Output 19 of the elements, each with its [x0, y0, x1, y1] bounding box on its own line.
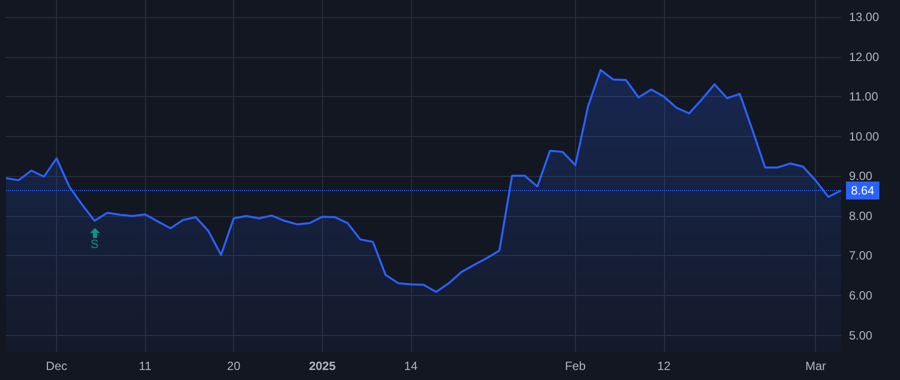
x-tick-label: Feb: [564, 359, 586, 373]
annotation: S: [90, 236, 99, 251]
x-tick-label: 2025: [308, 359, 336, 373]
x-tick-label: Mar: [805, 359, 826, 373]
y-tick-label: 6.00: [849, 288, 873, 303]
x-tick-label: 12: [657, 359, 671, 373]
y-tick-label: 8.00: [849, 208, 873, 223]
x-tick-label: 11: [138, 359, 152, 373]
y-tick-label: 13.00: [849, 10, 880, 24]
y-tick-label: 12.00: [849, 50, 880, 64]
x-tick-label: 20: [227, 359, 241, 373]
x-tick-label: 14: [404, 359, 418, 373]
ref-line-label: 8.64: [851, 184, 875, 198]
y-tick-label: 7.00: [849, 248, 873, 263]
y-tick-label: 5.00: [849, 328, 873, 342]
y-tick-label: 11.00: [849, 90, 878, 104]
y-tick-label: 10.00: [849, 129, 880, 144]
x-tick-label: Dec: [46, 359, 68, 373]
y-tick-label: 9.00: [849, 169, 873, 184]
